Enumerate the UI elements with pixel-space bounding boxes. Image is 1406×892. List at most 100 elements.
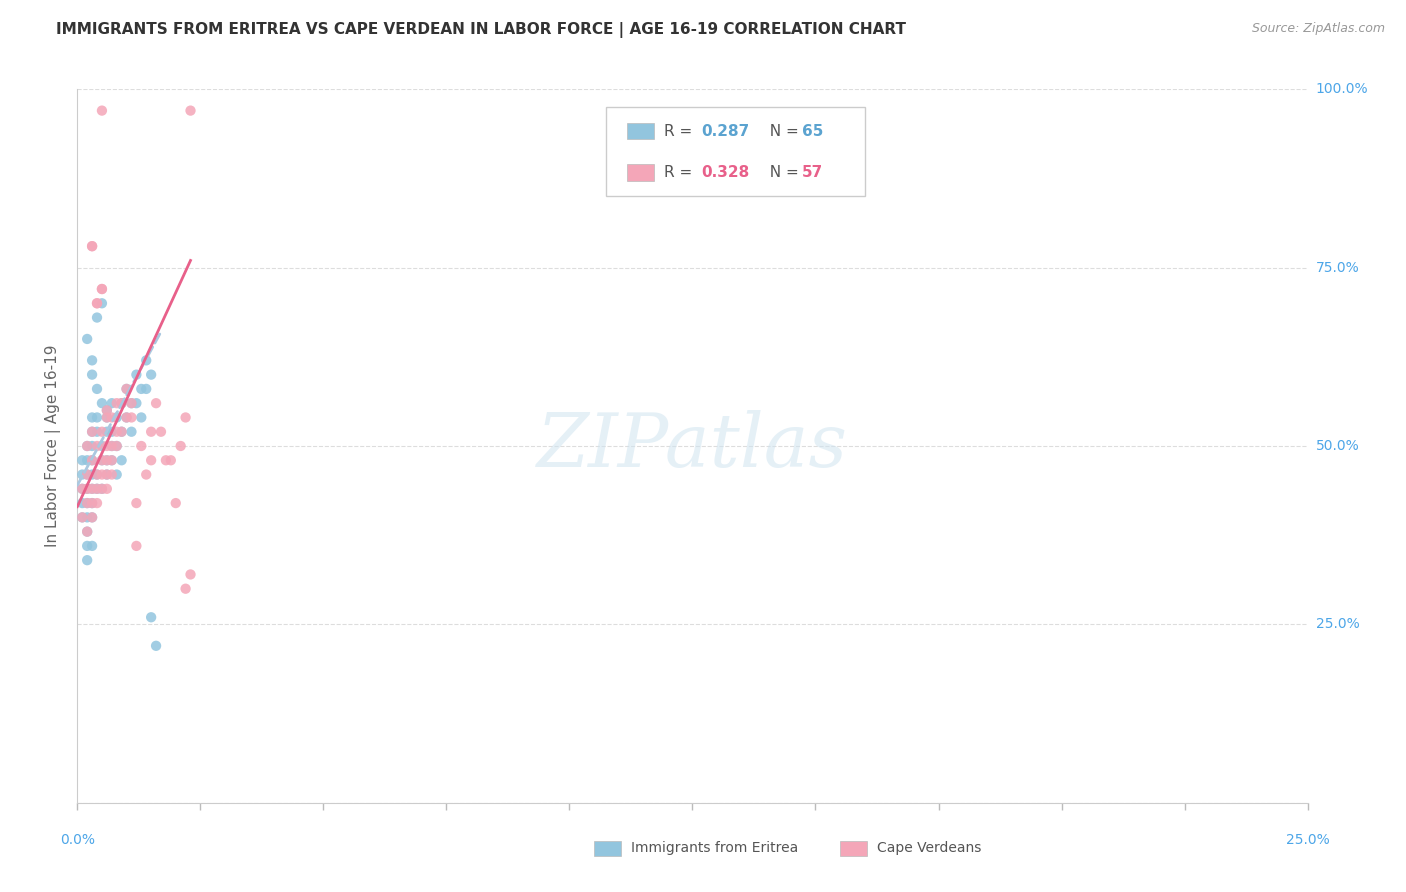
- Point: [86, 425, 108, 439]
- Point: [105, 425, 128, 439]
- Point: [82, 368, 104, 382]
- Point: [90, 482, 114, 496]
- Point: [82, 410, 104, 425]
- Point: [125, 368, 148, 382]
- Point: [86, 467, 108, 482]
- Point: [90, 103, 114, 118]
- Point: [135, 353, 157, 368]
- Point: [121, 410, 143, 425]
- Point: [141, 425, 163, 439]
- Point: [111, 453, 132, 467]
- Point: [82, 510, 104, 524]
- Point: [150, 425, 173, 439]
- Point: [125, 539, 148, 553]
- Point: [90, 453, 114, 467]
- Bar: [627, 123, 654, 139]
- Point: [121, 425, 143, 439]
- Point: [70, 510, 93, 524]
- Point: [86, 410, 108, 425]
- Point: [145, 639, 167, 653]
- Point: [82, 496, 104, 510]
- Point: [145, 396, 167, 410]
- Text: N =: N =: [761, 124, 804, 138]
- Point: [129, 382, 153, 396]
- Text: Cape Verdeans: Cape Verdeans: [877, 841, 981, 855]
- Point: [121, 396, 143, 410]
- Point: [141, 610, 163, 624]
- Point: [105, 396, 128, 410]
- Point: [76, 467, 98, 482]
- Point: [101, 439, 124, 453]
- Point: [129, 439, 153, 453]
- Text: 75.0%: 75.0%: [1316, 260, 1360, 275]
- Point: [101, 453, 124, 467]
- Point: [70, 453, 93, 467]
- Point: [115, 382, 138, 396]
- Point: [82, 425, 104, 439]
- Point: [174, 582, 197, 596]
- Point: [82, 482, 104, 496]
- Point: [141, 368, 163, 382]
- Text: 50.0%: 50.0%: [1316, 439, 1360, 453]
- Point: [135, 382, 157, 396]
- Y-axis label: In Labor Force | Age 16-19: In Labor Force | Age 16-19: [45, 344, 62, 548]
- Point: [70, 467, 93, 482]
- Point: [90, 282, 114, 296]
- Point: [76, 482, 98, 496]
- Text: 0.328: 0.328: [702, 165, 749, 179]
- Point: [125, 396, 148, 410]
- Point: [180, 103, 202, 118]
- Point: [96, 467, 118, 482]
- Bar: [841, 840, 868, 856]
- Point: [101, 439, 124, 453]
- Point: [90, 467, 114, 482]
- Point: [82, 482, 104, 496]
- Point: [101, 396, 124, 410]
- Point: [90, 439, 114, 453]
- Point: [125, 496, 148, 510]
- Point: [135, 467, 157, 482]
- Point: [90, 396, 114, 410]
- Point: [141, 453, 163, 467]
- Text: N =: N =: [761, 165, 804, 179]
- Point: [76, 439, 98, 453]
- Point: [96, 410, 118, 425]
- Point: [96, 439, 118, 453]
- Text: Source: ZipAtlas.com: Source: ZipAtlas.com: [1251, 22, 1385, 36]
- Point: [129, 410, 153, 425]
- Point: [82, 453, 104, 467]
- Point: [76, 524, 98, 539]
- Point: [96, 453, 118, 467]
- Point: [105, 439, 128, 453]
- Text: 100.0%: 100.0%: [1316, 82, 1368, 96]
- Point: [115, 410, 138, 425]
- Point: [170, 439, 193, 453]
- Point: [76, 496, 98, 510]
- Point: [86, 482, 108, 496]
- Point: [96, 403, 118, 417]
- Point: [111, 396, 132, 410]
- Point: [96, 410, 118, 425]
- Point: [70, 510, 93, 524]
- Point: [86, 296, 108, 310]
- Point: [105, 439, 128, 453]
- Text: 0.0%: 0.0%: [60, 833, 94, 847]
- Text: Immigrants from Eritrea: Immigrants from Eritrea: [631, 841, 799, 855]
- Point: [90, 482, 114, 496]
- Text: 25.0%: 25.0%: [1285, 833, 1330, 847]
- Point: [86, 439, 108, 453]
- Text: ZIPatlas: ZIPatlas: [537, 409, 848, 483]
- Point: [76, 467, 98, 482]
- Point: [76, 524, 98, 539]
- Point: [96, 453, 118, 467]
- Point: [101, 410, 124, 425]
- Point: [96, 425, 118, 439]
- Bar: [595, 840, 621, 856]
- Point: [76, 510, 98, 524]
- Point: [70, 482, 93, 496]
- Text: IMMIGRANTS FROM ERITREA VS CAPE VERDEAN IN LABOR FORCE | AGE 16-19 CORRELATION C: IMMIGRANTS FROM ERITREA VS CAPE VERDEAN …: [56, 22, 907, 38]
- Point: [155, 453, 177, 467]
- Point: [82, 439, 104, 453]
- Point: [105, 410, 128, 425]
- Point: [82, 425, 104, 439]
